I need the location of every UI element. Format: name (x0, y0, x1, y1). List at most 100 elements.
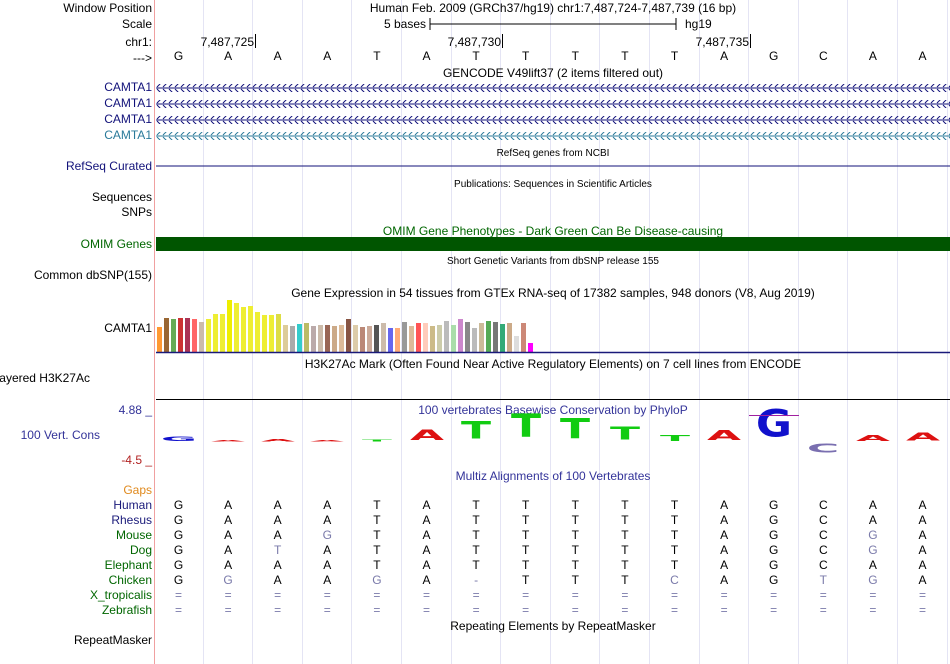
gtex-tissue-bar[interactable] (374, 325, 379, 352)
alignment-base: T (670, 543, 679, 557)
gtex-tissue-bar[interactable] (465, 322, 470, 352)
gtex-tissue-bar[interactable] (409, 326, 414, 352)
label-common-dbsnp[interactable]: Common dbSNP(155) (33, 268, 152, 282)
alignment-base: C (818, 498, 828, 512)
label-gtex-camta1[interactable]: CAMTA1 (104, 321, 152, 335)
gtex-tissue-bar[interactable] (381, 323, 386, 352)
alignment-base: T (621, 573, 629, 587)
gtex-tissue-bar[interactable] (192, 319, 197, 352)
gtex-tissue-bar[interactable] (437, 325, 442, 352)
gtex-tissue-bar[interactable] (353, 325, 358, 352)
alignment-base: T (373, 513, 381, 527)
gtex-tissue-bar[interactable] (514, 336, 519, 352)
gtex-tissue-bar[interactable] (430, 326, 435, 352)
alignment-base: = (472, 603, 480, 617)
species-label[interactable]: Mouse (115, 528, 152, 542)
alignment-base: G (769, 558, 779, 572)
gridline (897, 0, 898, 664)
species-label[interactable]: Human (113, 498, 152, 512)
gtex-tissue-bar[interactable] (304, 323, 309, 352)
gtex-tissue-bar[interactable] (458, 319, 463, 352)
gtex-tissue-bar[interactable] (402, 322, 407, 352)
alignment-base: T (571, 543, 579, 557)
alignment-base: = (819, 588, 827, 602)
gtex-tissue-bar[interactable] (388, 328, 393, 352)
gtex-tissue-bar[interactable] (178, 318, 183, 352)
label-gencode-camta1-2[interactable]: CAMTA1 (104, 96, 152, 110)
label-layered-h3k27ac[interactable]: Layered H3K27Ac (0, 371, 90, 385)
alignment-base: = (174, 603, 182, 617)
gtex-tissue-bar[interactable] (332, 326, 337, 352)
gtex-tissue-bar[interactable] (339, 325, 344, 352)
gtex-tissue-bar[interactable] (220, 314, 225, 352)
gtex-tissue-bar[interactable] (444, 321, 449, 352)
gtex-tissue-bar[interactable] (269, 315, 274, 352)
alignment-base: A (422, 573, 431, 587)
gtex-tissue-bar[interactable] (157, 327, 162, 352)
gtex-tissue-bar[interactable] (486, 321, 491, 352)
gtex-tissue-bar[interactable] (521, 323, 526, 352)
label-gaps[interactable]: Gaps (123, 483, 152, 497)
gencode-gene-models[interactable] (156, 80, 950, 220)
gtex-tissue-bar[interactable] (416, 323, 421, 352)
label-cons-min: -4.5 _ (121, 453, 152, 467)
gtex-tissue-bar[interactable] (500, 324, 505, 352)
panel-divider (154, 0, 155, 664)
gtex-tissue-bar[interactable] (241, 307, 246, 352)
gtex-tissue-bar[interactable] (199, 322, 204, 352)
gtex-tissue-bar[interactable] (262, 315, 267, 352)
species-label[interactable]: Chicken (108, 573, 152, 587)
gtex-tissue-bar[interactable] (507, 323, 512, 352)
gtex-tissue-bar[interactable] (255, 312, 260, 352)
reference-base: T (670, 49, 679, 63)
species-label[interactable]: Elephant (104, 558, 152, 572)
gtex-tissue-bar[interactable] (493, 322, 498, 352)
gtex-tissue-bar[interactable] (479, 323, 484, 352)
label-snps[interactable]: SNPs (121, 205, 152, 219)
gtex-tissue-bar[interactable] (528, 343, 533, 352)
gtex-tissue-bar[interactable] (395, 328, 400, 352)
phylop-letter: T (560, 411, 591, 445)
gtex-tissue-bar[interactable] (185, 318, 190, 352)
omim-gene-bar[interactable] (156, 237, 950, 251)
gtex-tissue-bar[interactable] (227, 300, 232, 352)
label-refseq-curated[interactable]: RefSeq Curated (65, 159, 152, 173)
alignment-base: A (224, 558, 233, 572)
alignment-base: A (224, 513, 233, 527)
species-label[interactable]: Rhesus (111, 513, 152, 527)
gtex-tissue-bar[interactable] (248, 306, 253, 352)
alignment-base: = (274, 588, 282, 602)
species-label[interactable]: X_tropicalis (89, 588, 152, 602)
label-omim-genes[interactable]: OMIM Genes (80, 237, 152, 251)
gtex-tissue-bar[interactable] (171, 319, 176, 352)
tick-label-3: 7,487,735 (695, 35, 749, 49)
gtex-tissue-bar[interactable] (164, 318, 169, 352)
gtex-tissue-bar[interactable] (346, 319, 351, 352)
gtex-tissue-bar[interactable] (283, 325, 288, 352)
label-gencode-camta1-1[interactable]: CAMTA1 (104, 80, 152, 94)
species-label[interactable]: Zebrafish (101, 603, 152, 617)
gtex-tissue-bar[interactable] (297, 324, 302, 352)
label-gencode-camta1-3[interactable]: CAMTA1 (104, 112, 152, 126)
reference-base: A (422, 49, 431, 63)
label-repeatmasker[interactable]: RepeatMasker (73, 633, 152, 647)
label-gencode-camta1-4[interactable]: CAMTA1 (104, 128, 152, 142)
gtex-tissue-bar[interactable] (311, 326, 316, 352)
gtex-tissue-bar[interactable] (276, 314, 281, 352)
gtex-tissue-bar[interactable] (325, 325, 330, 352)
gtex-tissue-bar[interactable] (367, 326, 372, 352)
gtex-tissue-bar[interactable] (206, 319, 211, 352)
gtex-expression-chart[interactable] (156, 0, 950, 360)
label-100-vert-cons[interactable]: 100 Vert. Cons (20, 428, 100, 442)
multiz-title: Multiz Alignments of 100 Vertebrates (455, 469, 651, 483)
gtex-tissue-bar[interactable] (318, 325, 323, 352)
gtex-tissue-bar[interactable] (423, 323, 428, 352)
gtex-tissue-bar[interactable] (234, 303, 239, 352)
species-label[interactable]: Dog (129, 543, 152, 557)
gtex-tissue-bar[interactable] (451, 325, 456, 352)
gtex-tissue-bar[interactable] (360, 327, 365, 352)
gtex-tissue-bar[interactable] (213, 314, 218, 352)
gtex-tissue-bar[interactable] (472, 328, 477, 352)
label-sequences[interactable]: Sequences (91, 190, 152, 204)
gtex-tissue-bar[interactable] (290, 326, 295, 352)
